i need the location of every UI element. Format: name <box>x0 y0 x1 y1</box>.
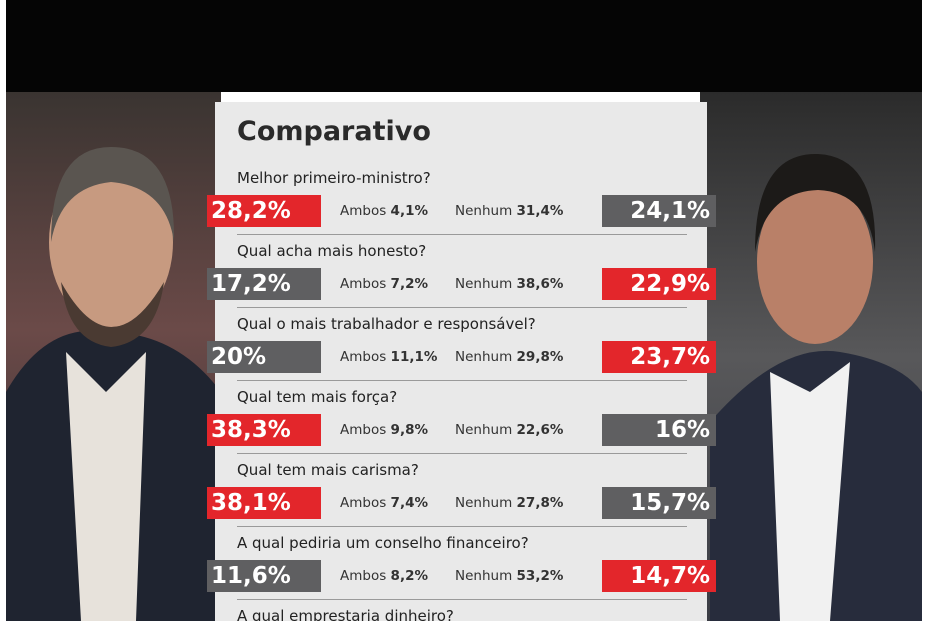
neither-value: 27,8% <box>516 495 564 511</box>
neither-group: Nenhum 53,2% <box>455 568 563 584</box>
right-value: 24,1% <box>602 195 716 227</box>
neither-value: 31,4% <box>516 203 564 219</box>
right-value: 23,7% <box>602 341 716 373</box>
both-group: Ambos 7,2% <box>340 276 428 292</box>
neither-label: Nenhum <box>455 276 513 292</box>
right-photo <box>700 92 922 621</box>
both-group: Ambos 7,4% <box>340 495 428 511</box>
left-value: 28,2% <box>207 195 321 227</box>
neither-value: 38,6% <box>516 276 564 292</box>
both-group: Ambos 4,1% <box>340 203 428 219</box>
title: Comparativo <box>237 116 431 147</box>
neither-label: Nenhum <box>455 495 513 511</box>
neither-label: Nenhum <box>455 203 513 219</box>
left-value: 20% <box>207 341 321 373</box>
separator <box>237 380 687 381</box>
separator <box>237 526 687 527</box>
top-band <box>6 0 922 92</box>
left-value: 38,1% <box>207 487 321 519</box>
both-value: 4,1% <box>390 203 428 219</box>
both-label: Ambos <box>340 203 387 219</box>
left-figure <box>6 147 221 621</box>
separator <box>237 599 687 600</box>
neither-group: Nenhum 38,6% <box>455 276 563 292</box>
left-value: 38,3% <box>207 414 321 446</box>
right-value: 14,7% <box>602 560 716 592</box>
left-photo <box>6 92 221 621</box>
both-value: 7,4% <box>390 495 428 511</box>
both-group: Ambos 8,2% <box>340 568 428 584</box>
left-value: 11,6% <box>207 560 321 592</box>
separator <box>237 234 687 235</box>
both-label: Ambos <box>340 422 387 438</box>
question: Qual o mais trabalhador e responsável? <box>237 315 536 333</box>
question: A qual emprestaria dinheiro? <box>237 607 454 621</box>
neither-group: Nenhum 27,8% <box>455 495 563 511</box>
both-value: 11,1% <box>390 349 438 365</box>
neither-value: 29,8% <box>516 349 564 365</box>
left-value: 17,2% <box>207 268 321 300</box>
both-label: Ambos <box>340 349 387 365</box>
separator <box>237 453 687 454</box>
neither-label: Nenhum <box>455 568 513 584</box>
question: Qual tem mais carisma? <box>237 461 419 479</box>
neither-group: Nenhum 31,4% <box>455 203 563 219</box>
both-value: 8,2% <box>390 568 428 584</box>
both-label: Ambos <box>340 495 387 511</box>
neither-value: 22,6% <box>516 422 564 438</box>
question: A qual pediria um conselho financeiro? <box>237 534 529 552</box>
question: Qual acha mais honesto? <box>237 242 427 260</box>
both-label: Ambos <box>340 568 387 584</box>
neither-group: Nenhum 22,6% <box>455 422 563 438</box>
both-label: Ambos <box>340 276 387 292</box>
neither-value: 53,2% <box>516 568 564 584</box>
both-value: 9,8% <box>390 422 428 438</box>
neither-label: Nenhum <box>455 349 513 365</box>
both-group: Ambos 9,8% <box>340 422 428 438</box>
neither-group: Nenhum 29,8% <box>455 349 563 365</box>
question: Melhor primeiro-ministro? <box>237 169 431 187</box>
neither-label: Nenhum <box>455 422 513 438</box>
both-value: 7,2% <box>390 276 428 292</box>
separator <box>237 307 687 308</box>
both-group: Ambos 11,1% <box>340 349 437 365</box>
right-value: 16% <box>602 414 716 446</box>
right-value: 15,7% <box>602 487 716 519</box>
right-figure <box>710 153 922 621</box>
right-value: 22,9% <box>602 268 716 300</box>
question: Qual tem mais força? <box>237 388 398 406</box>
